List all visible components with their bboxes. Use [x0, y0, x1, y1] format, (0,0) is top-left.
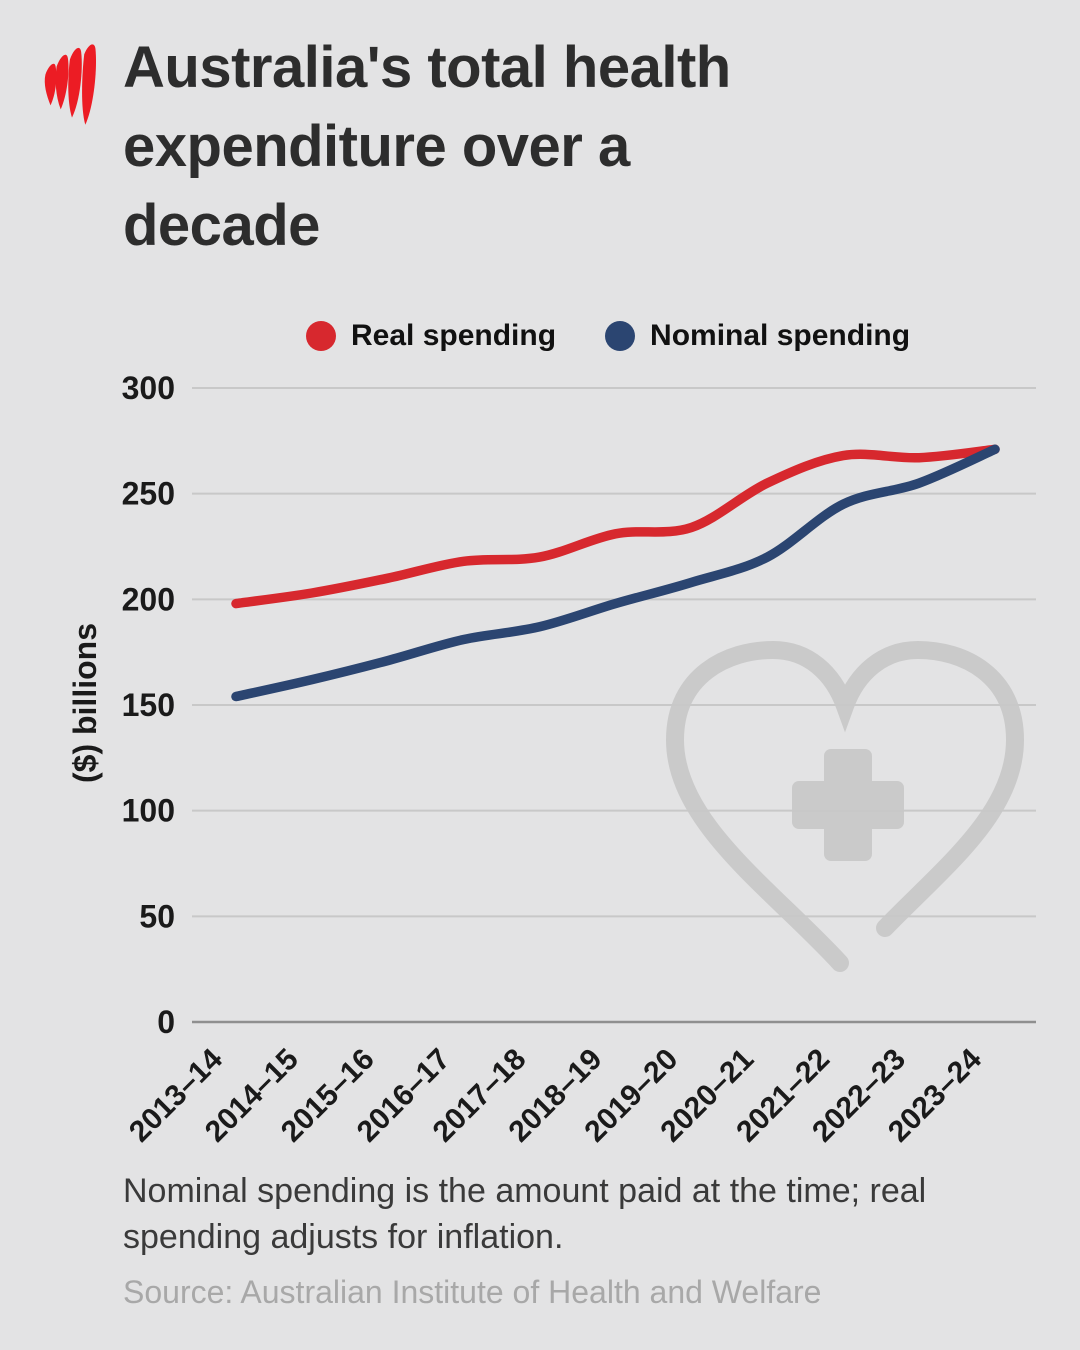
legend-label-real: Real spending	[351, 319, 557, 352]
svg-text:150: 150	[122, 687, 175, 723]
svg-text:300: 300	[122, 370, 175, 406]
chart-source: Source: Australian Institute of Health a…	[123, 1274, 822, 1310]
svg-text:250: 250	[122, 476, 175, 512]
series-lines	[231, 444, 1000, 702]
chart-legend: Real spending Nominal spending	[306, 321, 910, 351]
svg-text:0: 0	[157, 1004, 175, 1040]
chart-title-line3: decade	[123, 193, 320, 258]
chart-title-line1: Australia's total health	[123, 35, 731, 100]
gridlines	[192, 387, 1036, 1024]
y-axis-title: ($) billions	[67, 623, 103, 783]
svg-text:50: 50	[139, 898, 175, 934]
chart-note: Nominal spending is the amount paid at t…	[123, 1172, 927, 1256]
svg-text:100: 100	[122, 793, 175, 829]
chart-title: Australia's total health expenditure ove…	[123, 28, 1003, 265]
legend-item-real-spending: Real spending	[306, 321, 556, 351]
svg-text:200: 200	[122, 581, 175, 617]
chart-title-line2: expenditure over a	[123, 114, 630, 179]
legend-dot-real-icon	[306, 321, 336, 351]
legend-label-nominal: Nominal spending	[650, 319, 911, 352]
sbs-logo-icon	[44, 44, 97, 125]
legend-item-nominal-spending: Nominal spending	[605, 321, 910, 351]
y-axis-tick-labels: 0 50 100 150 200 250 300	[122, 370, 175, 1040]
legend-dot-nominal-icon	[605, 321, 636, 351]
svg-text:($) billions: ($) billions	[67, 623, 103, 783]
x-axis-tick-labels: 2013–142014–152015–162016–172017–182018–…	[123, 1042, 988, 1148]
